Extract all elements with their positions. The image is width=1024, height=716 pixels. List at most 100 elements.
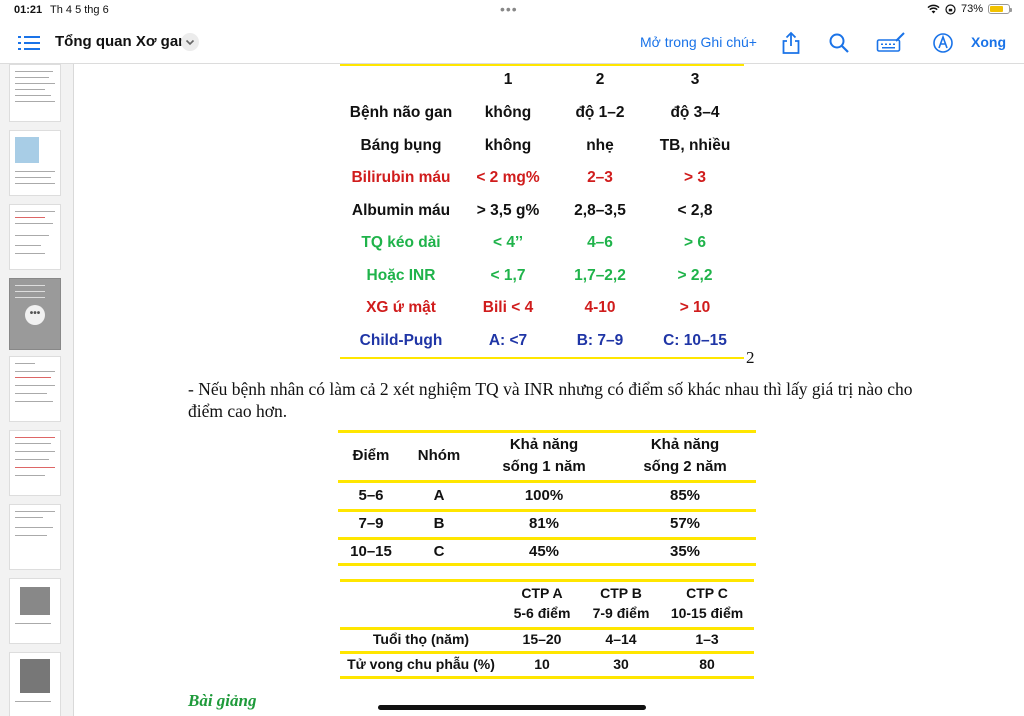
table-cell: XG ứ mật xyxy=(366,299,436,316)
table-cell: C xyxy=(433,543,445,560)
table-row: Bilirubin máu < 2 mg% 2–3 > 3 xyxy=(340,162,744,195)
table-cell: > 6 xyxy=(684,234,706,251)
table-header-cell: 5-6 điểm xyxy=(513,605,571,621)
table-cell: Hoặc INR xyxy=(366,266,436,284)
table-cell: không xyxy=(484,136,532,154)
markup-pen-circle-icon[interactable] xyxy=(932,31,954,55)
table-cell: 35% xyxy=(669,543,701,560)
page-thumbnail[interactable] xyxy=(9,204,61,270)
page-thumbnail[interactable] xyxy=(9,652,61,716)
multitasking-dots-icon[interactable]: ••• xyxy=(500,1,518,17)
wifi-icon xyxy=(927,4,940,14)
header-survival-2y-line2: sống 2 năm xyxy=(643,458,727,475)
ctp-outcome-table: CTP A 5-6 điểm CTP B 7-9 điểm CTP C 10-15 điể… xyxy=(340,579,754,681)
table-cell: Báng bụng xyxy=(360,136,442,154)
table-bottom-border xyxy=(340,357,744,359)
table-cell: độ 1–2 xyxy=(575,104,625,121)
table-cell: < 2 mg% xyxy=(476,169,540,186)
table-cell: < 1,7 xyxy=(490,266,526,284)
table-cell: 85% xyxy=(669,487,701,504)
page-thumbnail[interactable] xyxy=(9,130,61,196)
page-thumbnail[interactable] xyxy=(9,504,61,570)
row-label: Tuổi thọ (năm) xyxy=(372,631,470,647)
battery-icon xyxy=(988,4,1012,14)
share-icon[interactable] xyxy=(780,31,802,55)
document-title[interactable]: Tổng quan Xơ gan xyxy=(55,33,188,50)
table-cell: nhẹ xyxy=(586,136,614,154)
note-paragraph: - Nếu bệnh nhân có làm cả 2 xét nghiệm T… xyxy=(188,379,913,421)
battery-percent: 73% xyxy=(960,3,983,15)
table-cell: 4–6 xyxy=(587,234,613,251)
table-cell: > 3,5 g% xyxy=(476,201,540,219)
table-cell: 1,7–2,2 xyxy=(574,266,626,284)
table-cell: 7–9 xyxy=(358,515,384,532)
table-cell: > 10 xyxy=(679,299,711,316)
table-row: XG ứ mật Bili < 4 4-10 > 10 xyxy=(340,292,744,325)
table-row: Hoặc INR < 1,7 1,7–2,2 > 2,2 xyxy=(340,260,744,293)
table-cell: Bệnh não gan xyxy=(349,104,453,121)
table-header-cell: 10-15 điểm xyxy=(670,605,744,621)
done-button[interactable]: Xong xyxy=(971,34,1006,50)
table-cell: không xyxy=(484,104,532,121)
table-cell: Bili < 4 xyxy=(482,299,534,316)
header-nhom: Nhóm xyxy=(417,447,461,464)
page-thumbnail-sidebar[interactable]: ••• xyxy=(0,64,74,716)
title-menu-chevron-icon[interactable] xyxy=(181,33,199,51)
table-cell: 5–6 xyxy=(358,487,384,504)
table-header-row: 1 2 3 xyxy=(340,64,744,97)
table-cell: C: 10–15 xyxy=(663,331,727,349)
table-row: Báng bụng không nhẹ TB, nhiều xyxy=(340,130,744,163)
orientation-lock-icon xyxy=(945,3,956,15)
table-cell: > 3 xyxy=(684,169,706,186)
table-cell: < 2,8 xyxy=(677,201,713,219)
table-cell: Albumin máu xyxy=(351,201,451,219)
table-cell: 10–15 xyxy=(350,543,392,560)
page-thumbnail[interactable] xyxy=(9,356,61,422)
table-header-cell: CTP B xyxy=(600,585,642,601)
header-diem: Điểm xyxy=(352,447,390,464)
table-cell: 10 xyxy=(534,656,550,672)
table-cell: > 2,2 xyxy=(677,266,713,284)
table-cell: 4-10 xyxy=(584,299,616,316)
toolbar: Tổng quan Xơ gan Mở trong Ghi chú+ Xong xyxy=(0,22,1024,64)
table-cell: Child-Pugh xyxy=(359,331,443,349)
more-options-icon[interactable]: ••• xyxy=(25,305,45,325)
table-cell: 45% xyxy=(528,543,560,560)
home-indicator[interactable] xyxy=(378,705,646,710)
table-cell: 2–3 xyxy=(587,169,613,186)
table-row: Child-Pugh A: <7 B: 7–9 C: 10–15 xyxy=(340,325,744,358)
table-cell: TQ kéo dài xyxy=(361,234,441,251)
table-cell: < 4’’ xyxy=(492,234,524,251)
status-bar: 01:21 Th 4 5 thg 6 ••• 73% xyxy=(0,0,1024,22)
table-top-border xyxy=(340,64,744,66)
table-cell: 100% xyxy=(524,487,564,504)
table-cell: 2 xyxy=(595,71,605,88)
table-cell: A xyxy=(433,487,445,504)
table-row: TQ kéo dài < 4’’ 4–6 > 6 xyxy=(340,227,744,260)
search-icon[interactable] xyxy=(828,31,850,55)
table-cell: 80 xyxy=(699,656,715,672)
status-time: 01:21 xyxy=(14,4,43,16)
status-right: 73% xyxy=(927,3,1012,15)
table-row: Albumin máu > 3,5 g% 2,8–3,5 < 2,8 xyxy=(340,195,744,228)
table-cell: 30 xyxy=(613,656,629,672)
header-survival-2y-line1: Khả năng xyxy=(650,436,720,453)
table-cell: 1 xyxy=(503,71,513,88)
markup-toolbar-icon[interactable] xyxy=(876,31,906,55)
open-in-notes-button[interactable]: Mở trong Ghi chú+ xyxy=(640,34,757,50)
status-date: Th 4 5 thg 6 xyxy=(50,4,109,16)
table-cell: 4–14 xyxy=(605,631,637,647)
table-header-cell: CTP C xyxy=(686,585,728,601)
page-thumbnail[interactable] xyxy=(9,430,61,496)
table-row: Bệnh não gan không độ 1–2 độ 3–4 xyxy=(340,97,744,130)
page-thumbnail[interactable] xyxy=(9,578,61,644)
table-cell: 57% xyxy=(669,515,701,532)
survival-table: Điểm Nhóm Khả năng sống 1 năm Khả năng s… xyxy=(338,430,756,566)
table-cell: 2,8–3,5 xyxy=(574,201,626,219)
table-cell: 81% xyxy=(528,515,560,532)
table-cell: 1–3 xyxy=(695,631,719,647)
table-cell: 3 xyxy=(690,71,700,88)
page-thumbnail[interactable] xyxy=(9,64,61,122)
outline-list-icon[interactable] xyxy=(18,33,40,53)
row-label: Tử vong chu phẫu (%) xyxy=(347,656,495,672)
